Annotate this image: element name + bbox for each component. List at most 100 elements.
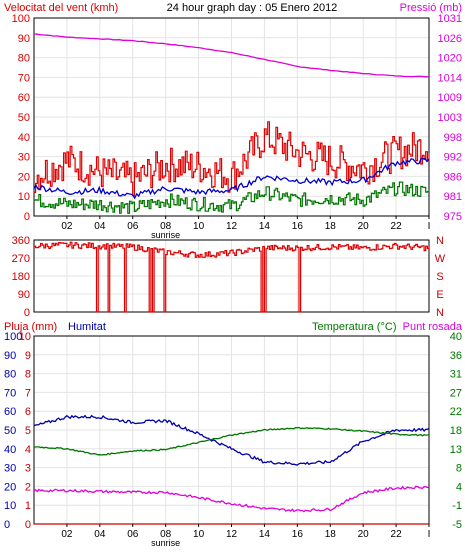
pressure-tick-label: 975	[444, 211, 462, 223]
wind-tick-label: 60	[18, 92, 30, 104]
wind-tick-label: 0	[24, 211, 30, 223]
x-tick-label: 18	[325, 529, 337, 540]
x-tick-label: 04	[94, 221, 106, 232]
compass-tick-label: N	[436, 307, 444, 319]
humidity-tick-label: 0	[4, 519, 10, 531]
humidity-tick-label: 80	[4, 369, 16, 381]
x-tick-label: 22	[391, 221, 403, 232]
wind-axis-label: Velocitat del vent (kmh)	[4, 2, 118, 14]
x-tick-label: 20	[358, 221, 370, 232]
x-tick-label: 06	[127, 221, 139, 232]
temperature-tick-label: 31	[450, 369, 462, 381]
compass-tick-label: W	[435, 253, 446, 265]
temperature-tick-label: 27	[450, 387, 462, 399]
humidity-tick-label: 60	[4, 406, 16, 418]
rain-tick-label: 0	[25, 519, 31, 531]
rain-tick-label: 4	[25, 444, 31, 456]
pressure-tick-label: 1020	[438, 53, 462, 65]
rain-tick-label: 9	[25, 350, 31, 362]
rain-tick-label: 3	[25, 463, 31, 475]
dewpoint-series-line	[33, 485, 430, 513]
humidity-tick-label: 100	[4, 331, 22, 343]
temperature-tick-label: 13	[450, 444, 462, 456]
dewpoint-axis-label: Punt rosada	[403, 321, 463, 333]
humidity-tick-label: 90	[4, 350, 16, 362]
wind-direction-series-line	[34, 241, 430, 313]
pressure-tick-label: 1003	[438, 112, 462, 124]
temperature-tick-label: 8	[456, 463, 462, 475]
humidity-axis-label: Humitat	[68, 321, 106, 333]
sunrise-label: sunrise	[151, 538, 180, 548]
direction-tick-label: 90	[18, 289, 30, 301]
rain-tick-label: 7	[25, 387, 31, 399]
direction-tick-label: 180	[12, 271, 30, 283]
x-tick-label: 02	[61, 221, 73, 232]
humidity-tick-label: 10	[4, 500, 16, 512]
rain-tick-label: 1	[25, 500, 31, 512]
temperature-tick-label: 40	[450, 331, 462, 343]
pressure-tick-label: 1031	[438, 13, 462, 25]
x-tick-label: 14	[259, 221, 271, 232]
x-tick-label: 12	[226, 221, 238, 232]
pressure-tick-label: 1014	[438, 72, 462, 84]
compass-tick-label: E	[436, 289, 443, 301]
x-tick-label: 12	[226, 529, 238, 540]
wind-pressure-panel: 0102030405060708090100975981986992998100…	[12, 13, 462, 240]
x-tick-label: 14	[259, 529, 271, 540]
wind-average-series-line	[33, 157, 430, 200]
temperature-axis-label: Temperatura (°C)	[312, 321, 396, 333]
temperature-tick-label: 18	[450, 425, 462, 437]
humidity-tick-label: 20	[4, 481, 16, 493]
x-tick-label: I	[428, 221, 431, 232]
rain-tick-label: 2	[25, 481, 31, 493]
direction-tick-label: 270	[12, 253, 30, 265]
x-tick-label: 10	[193, 529, 205, 540]
x-tick-label: 04	[94, 529, 106, 540]
pressure-tick-label: 981	[444, 191, 462, 203]
x-tick-label: 10	[193, 221, 205, 232]
plot-frame	[33, 239, 430, 313]
pressure-tick-label: 992	[444, 152, 462, 164]
wind-tick-label: 100	[12, 13, 30, 25]
humidity-tick-label: 70	[4, 387, 16, 399]
pressure-axis-label: Pressió (mb)	[400, 2, 462, 14]
temperature-tick-label: 36	[450, 350, 462, 362]
x-tick-label: 08	[160, 529, 172, 540]
wind-tick-label: 30	[18, 152, 30, 164]
wind-tick-label: 40	[18, 132, 30, 144]
pressure-tick-label: 986	[444, 171, 462, 183]
temperature-series-line	[34, 426, 430, 456]
humidity-tick-label: 40	[4, 444, 16, 456]
chart-title: 24 hour graph day : 05 Enero 2012	[167, 2, 338, 14]
humidity-tick-label: 30	[4, 463, 16, 475]
wind-low-series-line	[34, 181, 430, 214]
wind-tick-label: 70	[18, 72, 30, 84]
wind-tick-label: 80	[18, 53, 30, 65]
compass-tick-label: S	[436, 271, 443, 283]
x-tick-label: 16	[292, 221, 304, 232]
x-tick-label: 16	[292, 529, 304, 540]
wind-tick-label: 10	[18, 191, 30, 203]
x-tick-label: 08	[160, 221, 172, 232]
pressure-series-line	[33, 33, 430, 78]
temperature-tick-label: -1	[452, 500, 462, 512]
rain-axis-label: Pluja (mm)	[4, 321, 57, 333]
temperature-tick-label: -5	[452, 519, 462, 531]
pressure-tick-label: 998	[444, 132, 462, 144]
temperature-humidity-panel: 0102030405060708090100012345678910-5-148…	[4, 331, 462, 548]
wind-tick-label: 90	[18, 33, 30, 45]
x-tick-label: 20	[358, 529, 370, 540]
x-tick-label: 02	[61, 529, 73, 540]
rain-tick-label: 8	[25, 369, 31, 381]
humidity-tick-label: 50	[4, 425, 16, 437]
x-tick-label: 22	[391, 529, 403, 540]
rain-tick-label: 6	[25, 406, 31, 418]
temperature-tick-label: 4	[456, 481, 462, 493]
wind-tick-label: 50	[18, 112, 30, 124]
wind-gust-series-line	[34, 121, 430, 197]
x-tick-label: 06	[127, 529, 139, 540]
temperature-tick-label: 22	[450, 406, 462, 418]
x-tick-label: I	[428, 529, 431, 540]
